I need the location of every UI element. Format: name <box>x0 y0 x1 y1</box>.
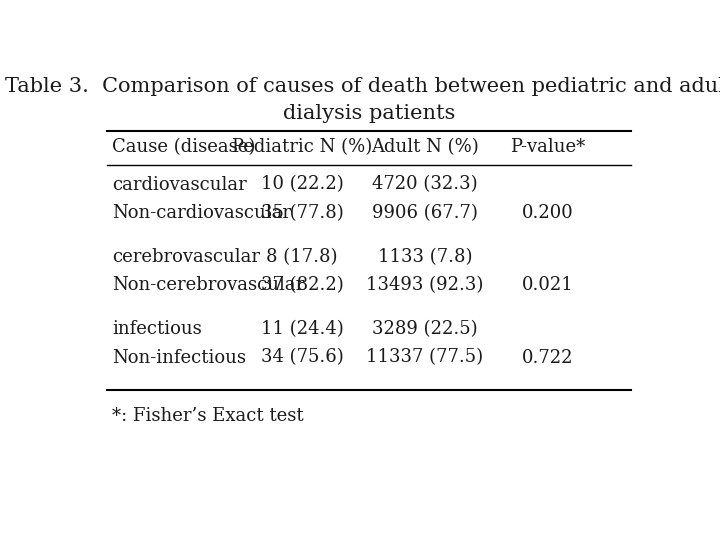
Text: 37 (82.2): 37 (82.2) <box>261 276 343 294</box>
Text: cardiovascular: cardiovascular <box>112 176 247 193</box>
Text: Pediatric N (%): Pediatric N (%) <box>232 138 372 156</box>
Text: 13493 (92.3): 13493 (92.3) <box>366 276 484 294</box>
Text: 1133 (7.8): 1133 (7.8) <box>377 248 472 266</box>
Text: 9906 (67.7): 9906 (67.7) <box>372 204 478 222</box>
Text: dialysis patients: dialysis patients <box>283 104 455 123</box>
Text: 4720 (32.3): 4720 (32.3) <box>372 176 477 193</box>
Text: infectious: infectious <box>112 320 202 338</box>
Text: 3289 (22.5): 3289 (22.5) <box>372 320 477 338</box>
Text: *: Fisher’s Exact test: *: Fisher’s Exact test <box>112 407 304 424</box>
Text: cerebrovascular: cerebrovascular <box>112 248 261 266</box>
Text: Table 3.  Comparison of causes of death between pediatric and adult: Table 3. Comparison of causes of death b… <box>5 77 720 96</box>
Text: P-value*: P-value* <box>510 138 585 156</box>
Text: Adult N (%): Adult N (%) <box>371 138 479 156</box>
Text: 35 (77.8): 35 (77.8) <box>261 204 343 222</box>
Text: 0.722: 0.722 <box>522 348 573 367</box>
Text: 11337 (77.5): 11337 (77.5) <box>366 348 483 367</box>
Text: 34 (75.6): 34 (75.6) <box>261 348 343 367</box>
Text: 11 (24.4): 11 (24.4) <box>261 320 343 338</box>
Text: 0.200: 0.200 <box>522 204 573 222</box>
Text: Non-cardiovascular: Non-cardiovascular <box>112 204 292 222</box>
Text: Cause (disease): Cause (disease) <box>112 138 256 156</box>
Text: 10 (22.2): 10 (22.2) <box>261 176 343 193</box>
Text: Non-cerebrovascular: Non-cerebrovascular <box>112 276 305 294</box>
Text: 8 (17.8): 8 (17.8) <box>266 248 338 266</box>
Text: Non-infectious: Non-infectious <box>112 348 246 367</box>
Text: 0.021: 0.021 <box>522 276 573 294</box>
